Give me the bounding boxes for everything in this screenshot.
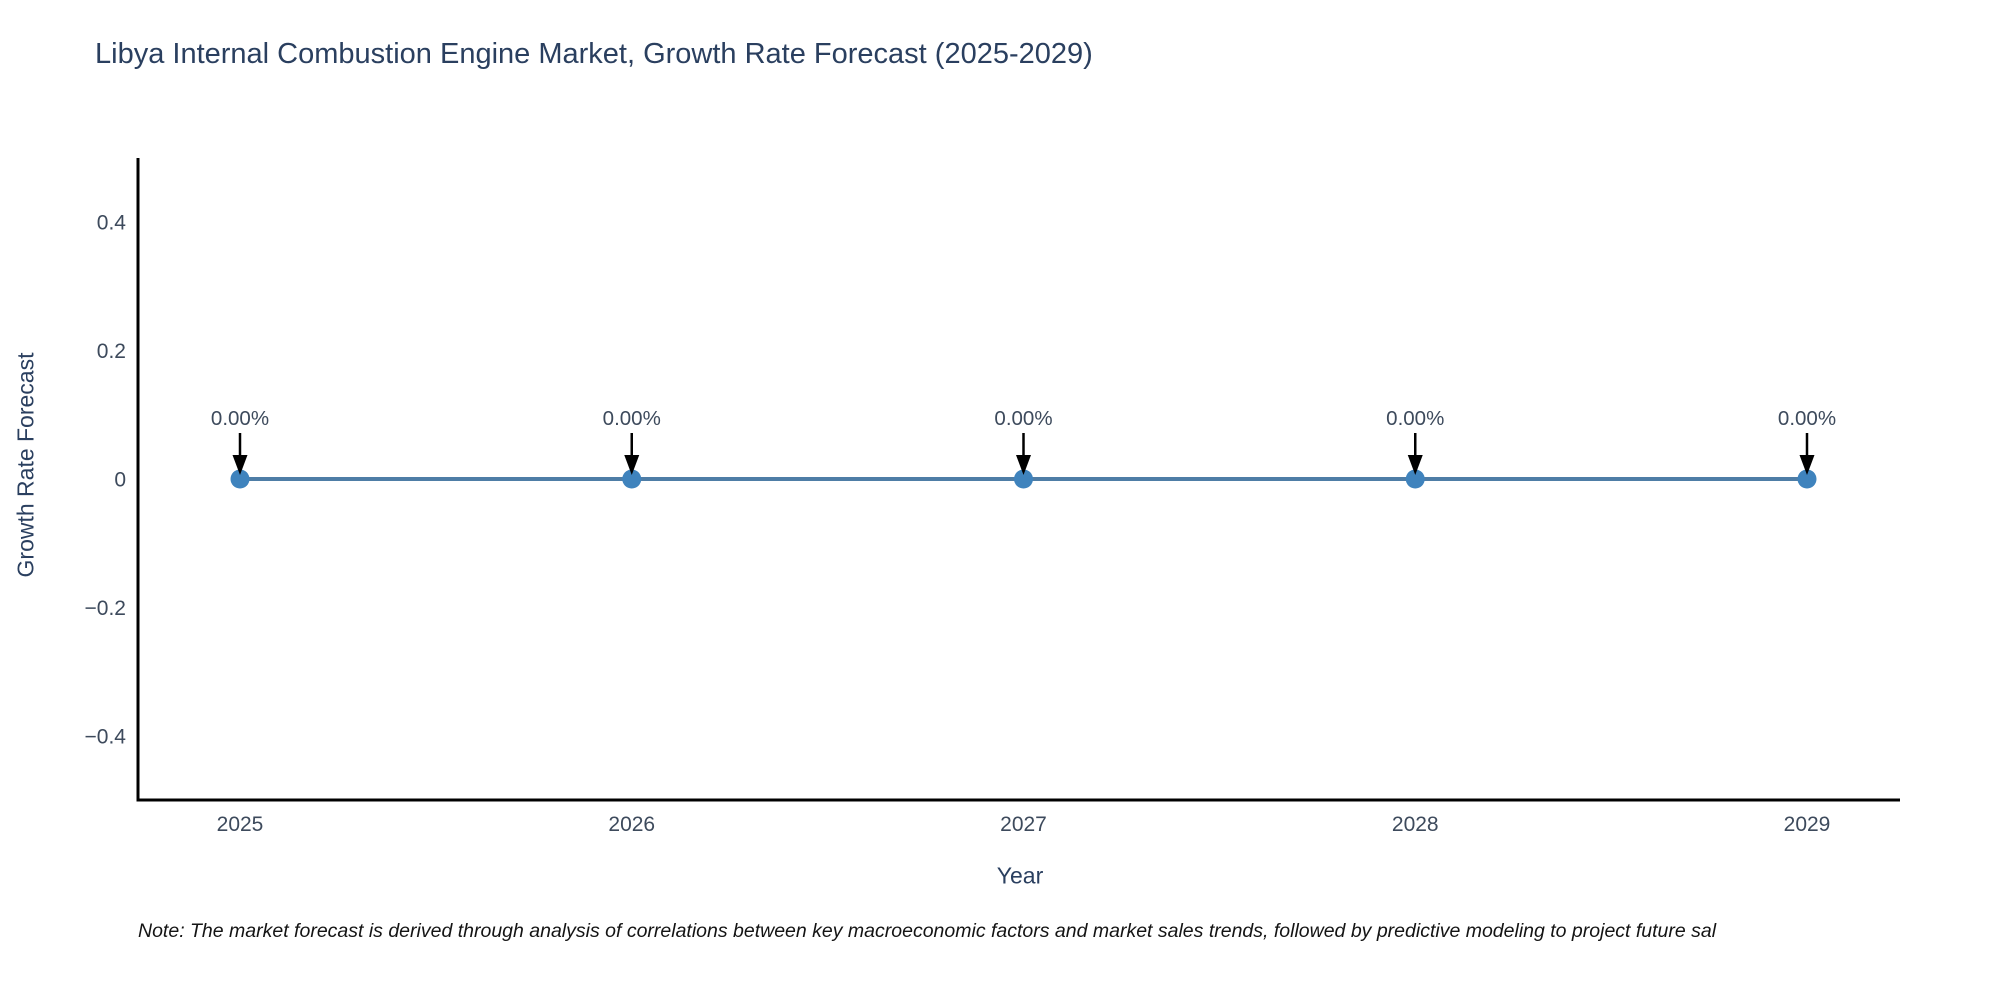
annotation-arrowhead-icon [1016, 455, 1031, 475]
x-tick-label: 2026 [608, 813, 655, 836]
footnote: Note: The market forecast is derived thr… [138, 920, 1717, 942]
annotation-arrowhead-icon [624, 455, 640, 475]
y-tick-label: −0.4 [85, 725, 127, 748]
x-tick-label: 2029 [1784, 813, 1831, 836]
x-tick-label: 2027 [1000, 813, 1047, 836]
data-point-marker[interactable] [230, 469, 250, 489]
annotation-label: 0.00% [994, 407, 1052, 430]
x-axis-title: Year [996, 862, 1044, 889]
data-point-marker[interactable] [1014, 469, 1033, 489]
annotation-label: 0.00% [1386, 407, 1444, 430]
annotation-arrowhead-icon [1799, 455, 1815, 475]
data-point-marker[interactable] [622, 469, 642, 489]
annotation-arrowhead-icon [232, 455, 248, 475]
chart-title: Libya Internal Combustion Engine Market,… [95, 38, 1093, 70]
y-tick-label: 0.2 [97, 340, 126, 363]
y-tick-label: 0 [114, 469, 126, 492]
data-point-marker[interactable] [1797, 469, 1817, 489]
annotation-arrowhead-icon [1407, 455, 1423, 475]
annotation-label: 0.00% [211, 407, 269, 430]
x-tick-label: 2028 [1392, 813, 1439, 836]
y-tick-label: 0.4 [97, 212, 127, 235]
annotation-label: 0.00% [603, 407, 661, 430]
annotation-label: 0.00% [1778, 407, 1836, 430]
x-tick-label: 2025 [217, 813, 264, 836]
y-tick-label: −0.2 [85, 597, 126, 620]
data-point-marker[interactable] [1405, 469, 1425, 489]
